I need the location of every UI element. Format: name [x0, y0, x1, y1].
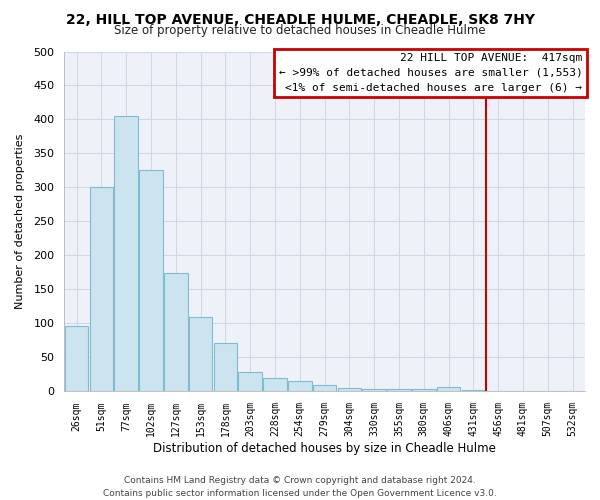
Bar — [511, 391, 535, 392]
Text: Size of property relative to detached houses in Cheadle Hulme: Size of property relative to detached ho… — [114, 24, 486, 37]
Bar — [338, 388, 361, 392]
Bar — [437, 386, 460, 392]
Bar — [189, 318, 212, 392]
Bar — [412, 389, 436, 392]
Bar — [288, 382, 311, 392]
Text: 22, HILL TOP AVENUE, CHEADLE HULME, CHEADLE, SK8 7HY: 22, HILL TOP AVENUE, CHEADLE HULME, CHEA… — [65, 12, 535, 26]
Bar — [536, 391, 560, 392]
Text: Contains HM Land Registry data © Crown copyright and database right 2024.
Contai: Contains HM Land Registry data © Crown c… — [103, 476, 497, 498]
Bar — [115, 116, 138, 392]
Bar — [139, 170, 163, 392]
Bar — [461, 390, 485, 392]
Text: 22 HILL TOP AVENUE:  417sqm
← >99% of detached houses are smaller (1,553)
<1% of: 22 HILL TOP AVENUE: 417sqm ← >99% of det… — [278, 53, 583, 93]
Bar — [214, 342, 237, 392]
Bar — [387, 389, 411, 392]
Bar — [65, 326, 88, 392]
Bar — [362, 389, 386, 392]
Bar — [487, 391, 510, 392]
Bar — [561, 391, 584, 392]
Bar — [263, 378, 287, 392]
Y-axis label: Number of detached properties: Number of detached properties — [15, 134, 25, 309]
Bar — [313, 386, 337, 392]
Bar — [238, 372, 262, 392]
X-axis label: Distribution of detached houses by size in Cheadle Hulme: Distribution of detached houses by size … — [153, 442, 496, 455]
Bar — [89, 188, 113, 392]
Bar — [164, 273, 188, 392]
